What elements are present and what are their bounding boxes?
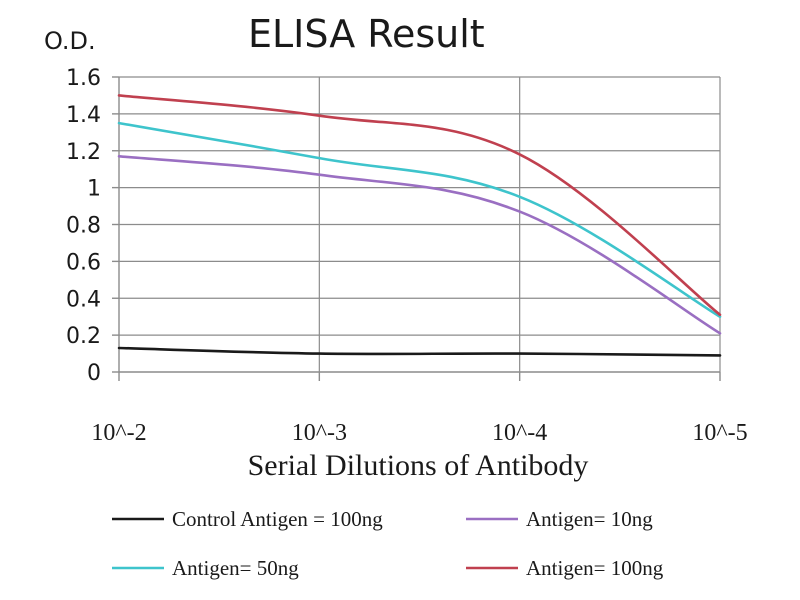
x-tick-label: 10^-5	[692, 420, 747, 446]
y-tick-labels: 0 0.2 0.4 0.6 0.8 1 1.2 1.4 1.6	[66, 66, 101, 386]
y-tick-label: 0	[87, 361, 101, 386]
y-tick-label: 0.6	[66, 250, 101, 275]
x-axis-label: Serial Dilutions of Antibody	[248, 449, 589, 482]
y-tick-label: 0.4	[66, 287, 101, 312]
gridlines	[112, 76, 721, 381]
legend: Control Antigen = 100ng Antigen= 10ng Anti…	[112, 507, 664, 580]
chart-title: ELISA Result	[248, 12, 485, 56]
y-tick-label: 1.6	[66, 66, 101, 91]
x-tick-label: 10^-2	[91, 420, 146, 446]
legend-label: Antigen= 50ng	[172, 556, 299, 580]
legend-label: Antigen= 10ng	[526, 507, 653, 531]
series-line-antigen-50ng	[117, 121, 722, 318]
y-tick-label: 1	[87, 177, 101, 202]
y-tick-label: 1.2	[66, 140, 101, 165]
series-line-antigen-10ng	[117, 155, 722, 335]
series-line-control-antigen-100ng	[117, 346, 722, 357]
x-tick-label: 10^-3	[292, 420, 347, 446]
legend-label: Antigen= 100ng	[526, 556, 664, 580]
x-tick-label: 10^-4	[492, 420, 547, 446]
series-line-antigen-100ng	[117, 94, 722, 317]
legend-label: Control Antigen = 100ng	[172, 507, 383, 531]
y-tick-label: 1.4	[66, 103, 101, 128]
x-tick-labels: 10^-2 10^-3 10^-4 10^-5	[91, 420, 747, 446]
y-tick-label: 0.8	[66, 214, 101, 239]
y-axis-label: O.D.	[44, 27, 96, 55]
y-tick-label: 0.2	[66, 324, 101, 349]
series-lines	[117, 94, 722, 357]
